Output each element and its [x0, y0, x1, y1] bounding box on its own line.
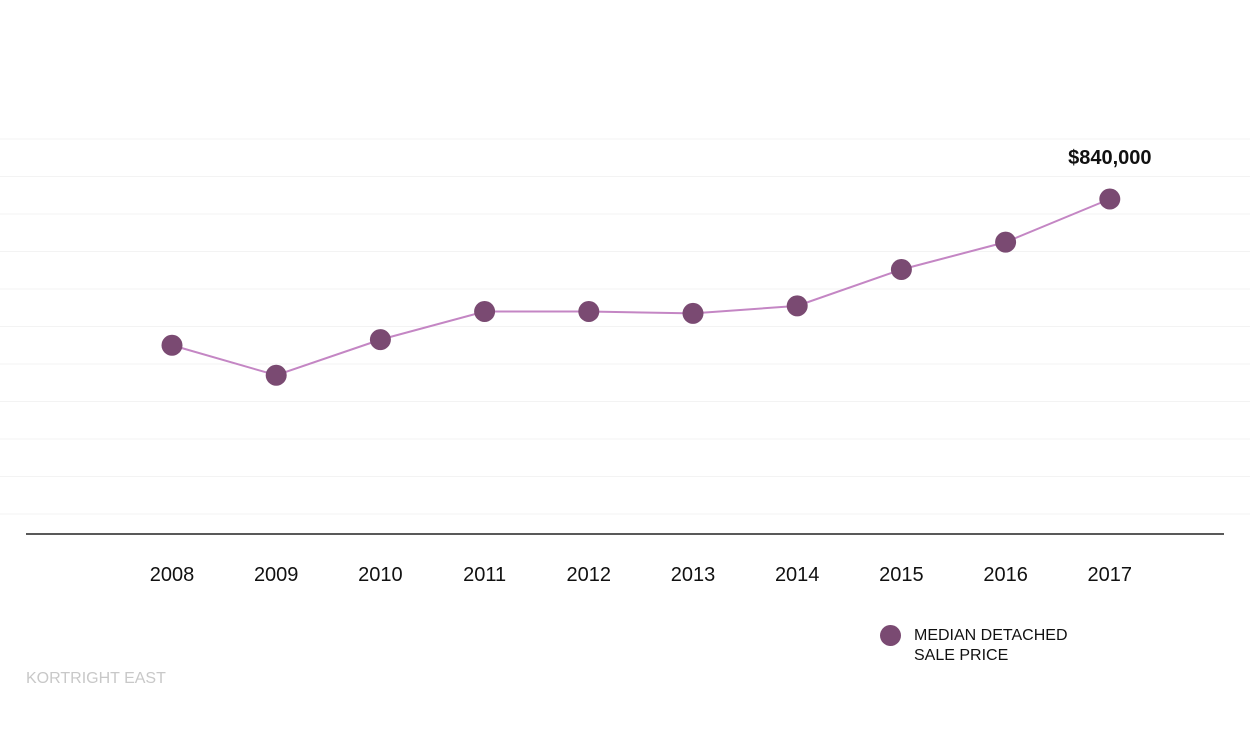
data-points: [161, 188, 1121, 386]
data-point-2008: [161, 334, 183, 356]
data-label-2017: $840,000: [1068, 147, 1151, 169]
legend-label: MEDIAN DETACHED SALE PRICE: [914, 627, 1068, 664]
gridlines: [0, 138, 1250, 515]
legend-marker: [880, 625, 901, 646]
source-label: KORTRIGHT EAST: [26, 670, 166, 687]
data-point-2014: [786, 295, 808, 317]
data-point-2016: [995, 231, 1017, 253]
series-line: [171, 198, 1111, 377]
x-tick-label-2012: 2012: [567, 564, 612, 586]
data-labels: $840,000: [1068, 147, 1151, 169]
x-tick-label-2015: 2015: [879, 564, 924, 586]
x-tick-label-2016: 2016: [983, 564, 1028, 586]
data-point-2013: [682, 302, 704, 324]
x-tick-label-2010: 2010: [358, 564, 403, 586]
x-tick-label-2009: 2009: [254, 564, 299, 586]
data-point-2010: [369, 329, 391, 351]
data-point-2015: [890, 259, 912, 280]
x-tick-label-2017: 2017: [1088, 564, 1133, 586]
data-point-2012: [578, 301, 600, 322]
x-tick-label-2013: 2013: [671, 564, 716, 586]
x-tick-labels: 2008 2009 2010 2011 2012 2013 2014 2015 2016 2017: [150, 564, 1132, 586]
data-point-2009: [265, 364, 287, 386]
data-point-2011: [474, 301, 496, 322]
x-tick-label-2014: 2014: [775, 564, 820, 586]
x-tick-label-2011: 2011: [463, 564, 506, 586]
data-point-2017: [1099, 188, 1121, 210]
x-tick-label-2008: 2008: [150, 564, 195, 586]
legend: MEDIAN DETACHED SALE PRICE: [880, 625, 1104, 666]
